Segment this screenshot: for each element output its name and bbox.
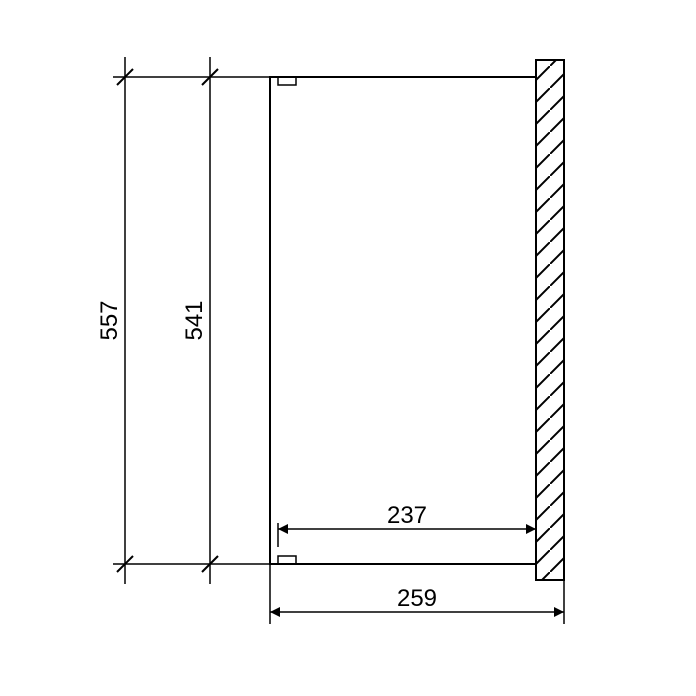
dim-237-label: 237: [387, 502, 427, 529]
technical-drawing: 557 541 237 259: [0, 0, 696, 696]
panel-outline: [270, 77, 536, 564]
bracket-top: [278, 77, 296, 85]
bracket-bottom: [278, 556, 296, 564]
dim-541-label: 541: [181, 300, 208, 340]
extension-lines: [113, 77, 564, 624]
dim-259-label: 259: [397, 585, 437, 612]
wall-hatched: [536, 60, 564, 580]
dim-557-label: 557: [96, 300, 123, 340]
